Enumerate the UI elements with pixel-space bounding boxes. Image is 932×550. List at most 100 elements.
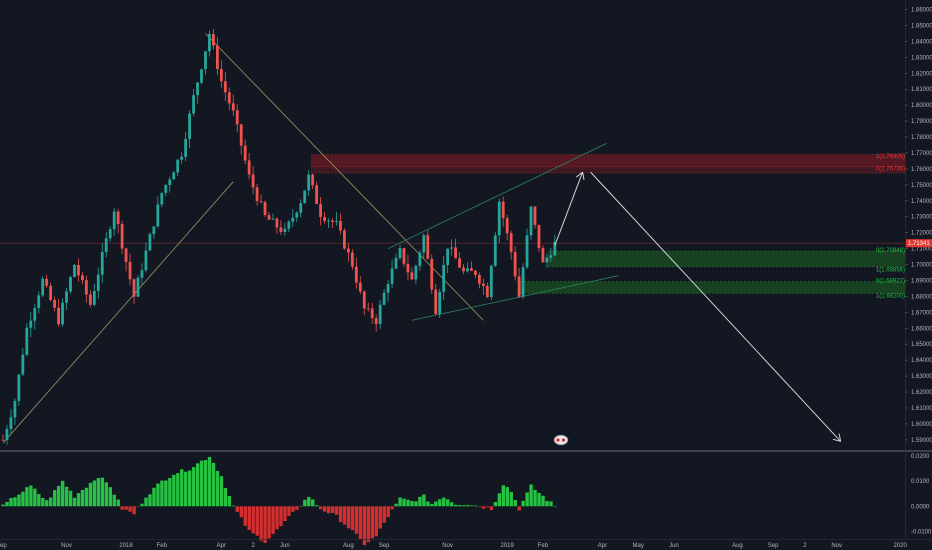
candle-body bbox=[331, 220, 334, 222]
candle-body bbox=[176, 159, 180, 173]
candle-body bbox=[470, 268, 473, 271]
trendlines bbox=[2, 33, 619, 444]
trend-line bbox=[2, 181, 234, 444]
candle-body bbox=[541, 248, 545, 263]
oscillator-tick-label: 0.0200 bbox=[911, 454, 930, 460]
candle-body bbox=[132, 279, 136, 297]
oscillator-bar bbox=[485, 506, 490, 508]
price-tick-label: 1.86000 bbox=[911, 8, 932, 14]
oscillator-bar bbox=[549, 501, 553, 507]
oscillator-bar bbox=[53, 490, 57, 507]
oscillator-bar bbox=[350, 506, 355, 531]
oscillator-bar bbox=[334, 506, 339, 515]
zone-label: 0(1.75736) bbox=[876, 166, 905, 172]
candle-body bbox=[136, 277, 140, 297]
oscillator-bar bbox=[545, 500, 549, 507]
candle-body bbox=[501, 201, 505, 219]
candle-body bbox=[295, 212, 299, 218]
oscillator-bar bbox=[84, 487, 89, 507]
oscillator-bar bbox=[187, 470, 192, 507]
oscillator-bar bbox=[378, 506, 382, 529]
time-tick-label: Apr bbox=[217, 543, 226, 549]
candle-body bbox=[188, 113, 191, 140]
oscillator-bar bbox=[283, 506, 287, 522]
price-tick-label: 1.75000 bbox=[911, 183, 932, 189]
oscillator-bar bbox=[219, 476, 224, 507]
tradingview-logo-icon bbox=[553, 434, 569, 446]
candle-body bbox=[152, 226, 156, 235]
price-tick-label: 1.80000 bbox=[911, 103, 932, 109]
oscillator-bar bbox=[291, 506, 295, 512]
candle-body bbox=[223, 81, 227, 93]
candle-body bbox=[227, 92, 231, 104]
candle-body bbox=[450, 247, 454, 249]
current-price-badge bbox=[906, 239, 932, 248]
zone-label: 1(1.68200) bbox=[876, 294, 905, 300]
oscillator-bar bbox=[525, 492, 529, 507]
oscillator-bar bbox=[144, 497, 148, 507]
candle-body bbox=[271, 218, 275, 220]
candle-body bbox=[29, 320, 33, 328]
arrow-head bbox=[576, 171, 583, 178]
candle-body bbox=[279, 227, 283, 233]
candle-body bbox=[466, 268, 469, 272]
candle-body bbox=[291, 217, 295, 222]
candle-body bbox=[406, 263, 410, 273]
candle-body bbox=[493, 235, 497, 266]
candle-body bbox=[53, 299, 57, 308]
oscillator-bar bbox=[299, 505, 303, 507]
candle-body bbox=[458, 258, 461, 268]
candle-body bbox=[315, 185, 319, 204]
zones: 1(1.76905) 0(1.75736) 0(1.70848) 1(1.69856)… bbox=[0, 154, 905, 300]
price-tick-label: 1.74000 bbox=[911, 199, 932, 205]
oscillator-bar bbox=[386, 506, 390, 518]
oscillator-bar bbox=[338, 506, 343, 523]
oscillator-bar bbox=[148, 494, 152, 507]
oscillator-bar bbox=[235, 506, 240, 512]
candle-body bbox=[184, 139, 188, 157]
projection-arrows bbox=[554, 171, 842, 442]
oscillator-bar bbox=[184, 471, 188, 507]
price-tick-label: 1.71000 bbox=[911, 247, 932, 253]
candle-body bbox=[553, 241, 557, 256]
oscillator-bar bbox=[9, 497, 13, 507]
oscillator-bar bbox=[414, 501, 418, 507]
oscillator-bar bbox=[442, 497, 446, 507]
candle-body bbox=[208, 34, 211, 52]
oscillator-bar bbox=[497, 493, 502, 507]
trend-line bbox=[387, 143, 607, 250]
price-tick-label: 1.70000 bbox=[911, 263, 932, 269]
zone-label: 0(1.68927) bbox=[876, 279, 905, 285]
oscillator-bar bbox=[1, 504, 5, 507]
oscillator-bar bbox=[382, 506, 386, 523]
oscillator-bar bbox=[172, 474, 176, 507]
oscillator-bar bbox=[80, 490, 85, 507]
support-zone-upper bbox=[548, 250, 905, 267]
oscillator-bar bbox=[164, 480, 168, 507]
oscillator-bar bbox=[195, 463, 200, 507]
oscillator-bar bbox=[469, 505, 474, 507]
oscillator-bar bbox=[529, 484, 533, 507]
candle-body bbox=[140, 270, 144, 278]
oscillator-bar bbox=[207, 456, 212, 507]
candle-body bbox=[200, 69, 203, 83]
candle-body bbox=[5, 429, 9, 440]
candle-body bbox=[96, 274, 100, 291]
oscillator-bar bbox=[426, 501, 430, 507]
price-tick-label: 1.84000 bbox=[911, 39, 932, 45]
oscillator-bar bbox=[287, 506, 291, 516]
time-tick-label: Nov bbox=[831, 543, 842, 549]
time-tick-label: Sep bbox=[768, 543, 779, 549]
candle-body bbox=[148, 234, 152, 251]
candle-body bbox=[386, 283, 390, 293]
candle-body bbox=[410, 272, 414, 280]
oscillator-tick-label: 0.0000 bbox=[911, 504, 930, 510]
oscillator-bar bbox=[295, 506, 299, 510]
oscillator-bar bbox=[279, 506, 283, 527]
oscillator-bar bbox=[120, 506, 124, 510]
oscillator-bar bbox=[92, 480, 97, 507]
price-tick-label: 1.77000 bbox=[911, 151, 932, 157]
oscillator-bar bbox=[311, 499, 315, 507]
